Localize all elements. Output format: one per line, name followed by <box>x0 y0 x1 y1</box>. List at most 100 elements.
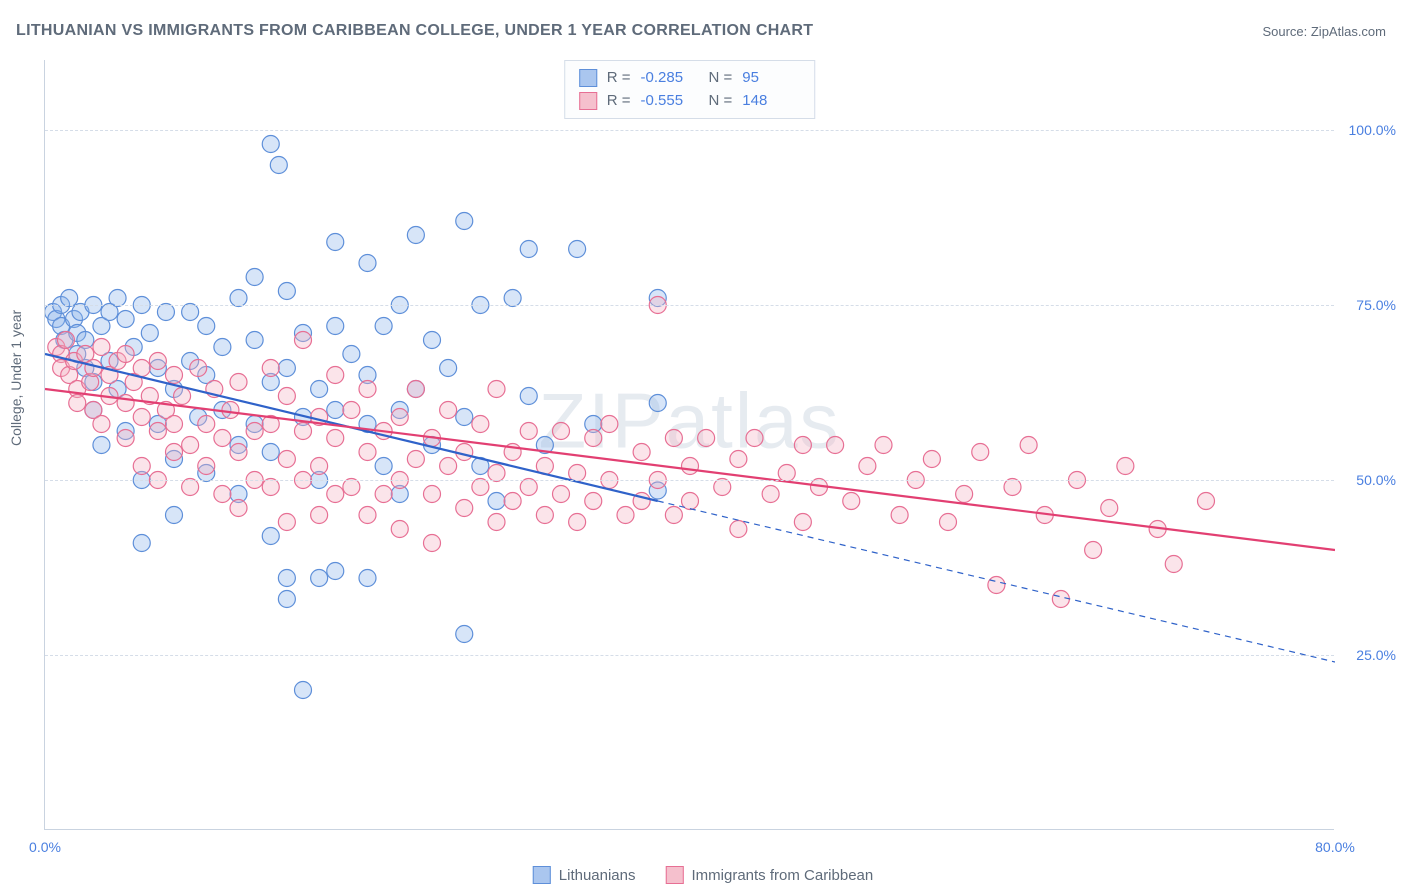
legend-r-label: R = <box>607 67 631 90</box>
grid-line <box>45 305 1334 306</box>
scatter-point <box>343 402 360 419</box>
scatter-point <box>601 416 618 433</box>
scatter-point <box>359 444 376 461</box>
scatter-point <box>133 360 150 377</box>
x-tick-label: 0.0% <box>29 839 61 855</box>
scatter-point <box>149 353 166 370</box>
legend-swatch <box>533 866 551 884</box>
scatter-point <box>988 577 1005 594</box>
scatter-point <box>794 437 811 454</box>
legend-n-label: N = <box>709 90 733 113</box>
scatter-point <box>698 430 715 447</box>
legend-r-value: -0.285 <box>641 67 699 90</box>
legend-r-label: R = <box>607 90 631 113</box>
scatter-point <box>488 514 505 531</box>
legend-label: Lithuanians <box>559 867 636 884</box>
scatter-point <box>93 416 110 433</box>
scatter-point <box>569 465 586 482</box>
y-tick-label: 25.0% <box>1356 647 1396 663</box>
series-legend: Lithuanians Immigrants from Caribbean <box>533 866 873 884</box>
scatter-point <box>407 451 424 468</box>
scatter-point <box>327 234 344 251</box>
scatter-point <box>133 409 150 426</box>
scatter-point <box>222 402 239 419</box>
y-axis-title: College, Under 1 year <box>8 310 24 446</box>
scatter-point <box>794 514 811 531</box>
scatter-point <box>278 451 295 468</box>
scatter-point <box>311 507 328 524</box>
x-tick-label: 80.0% <box>1315 839 1355 855</box>
chart-title: LITHUANIAN VS IMMIGRANTS FROM CARIBBEAN … <box>16 22 813 40</box>
scatter-point <box>875 437 892 454</box>
scatter-point <box>198 318 215 335</box>
scatter-point <box>456 444 473 461</box>
legend-swatch <box>579 92 597 110</box>
regression-line <box>45 389 1335 550</box>
legend-n-value: 95 <box>742 67 800 90</box>
scatter-point <box>214 339 231 356</box>
scatter-point <box>166 507 183 524</box>
scatter-point <box>440 360 457 377</box>
scatter-svg <box>45 60 1335 830</box>
scatter-point <box>295 682 312 699</box>
scatter-point <box>61 290 78 307</box>
scatter-point <box>117 311 134 328</box>
scatter-point <box>891 507 908 524</box>
scatter-point <box>1198 493 1215 510</box>
scatter-point <box>730 521 747 538</box>
scatter-point <box>278 283 295 300</box>
scatter-point <box>295 332 312 349</box>
scatter-point <box>157 304 174 321</box>
scatter-point <box>149 423 166 440</box>
scatter-point <box>311 570 328 587</box>
scatter-point <box>730 451 747 468</box>
scatter-point <box>246 423 263 440</box>
scatter-point <box>585 493 602 510</box>
scatter-point <box>456 626 473 643</box>
scatter-point <box>182 479 199 496</box>
legend-label: Immigrants from Caribbean <box>692 867 874 884</box>
scatter-point <box>166 367 183 384</box>
plot-area: ZIPatlas R =-0.285N =95R =-0.555N =148 2… <box>44 60 1334 830</box>
scatter-point <box>278 388 295 405</box>
scatter-point <box>295 423 312 440</box>
source-attribution: Source: ZipAtlas.com <box>1262 24 1386 39</box>
legend-swatch <box>666 866 684 884</box>
scatter-point <box>407 381 424 398</box>
scatter-point <box>424 535 441 552</box>
scatter-point <box>520 388 537 405</box>
scatter-point <box>1117 458 1134 475</box>
scatter-point <box>778 465 795 482</box>
scatter-point <box>311 381 328 398</box>
scatter-point <box>69 395 86 412</box>
scatter-point <box>391 521 408 538</box>
scatter-point <box>1165 556 1182 573</box>
scatter-point <box>117 395 134 412</box>
scatter-point <box>424 332 441 349</box>
scatter-point <box>1052 591 1069 608</box>
scatter-point <box>488 381 505 398</box>
scatter-point <box>93 339 110 356</box>
scatter-point <box>827 437 844 454</box>
scatter-point <box>182 304 199 321</box>
scatter-point <box>166 416 183 433</box>
scatter-point <box>956 486 973 503</box>
legend-n-value: 148 <box>742 90 800 113</box>
scatter-point <box>1085 542 1102 559</box>
grid-line <box>45 655 1334 656</box>
scatter-point <box>262 360 279 377</box>
scatter-point <box>520 423 537 440</box>
scatter-point <box>569 514 586 531</box>
scatter-point <box>270 157 287 174</box>
scatter-point <box>57 332 74 349</box>
y-tick-label: 75.0% <box>1356 297 1396 313</box>
scatter-point <box>327 430 344 447</box>
scatter-point <box>174 388 191 405</box>
scatter-point <box>166 444 183 461</box>
scatter-point <box>359 255 376 272</box>
scatter-point <box>214 486 231 503</box>
scatter-point <box>327 367 344 384</box>
legend-item: Immigrants from Caribbean <box>666 866 874 884</box>
scatter-point <box>682 458 699 475</box>
scatter-point <box>456 213 473 230</box>
